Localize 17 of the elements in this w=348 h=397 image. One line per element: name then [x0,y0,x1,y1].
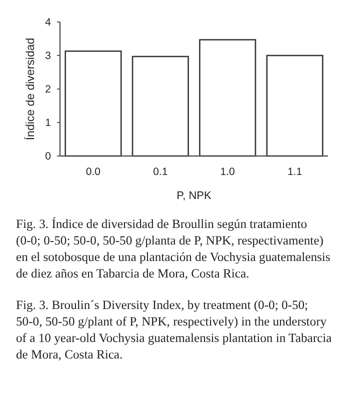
caption: Fig. 3. Índice de diversidad de Broullin según tratamiento (0-0; 0-50; 50-0, 50-50 g/planta de P, NPK, respectivamente) en el sotobosque de una plantación de Vochysia guatemalensis de diez años en Tabarcia de Mora, Costa Rica. [16,217,330,280]
y-tick-label: 0 [45,150,52,163]
x-tick-label: 0.1 [153,166,168,178]
x-axis-title: P, NPK [176,190,212,202]
x-tick-label: 1.0 [220,166,236,178]
y-axis-title: Índice de diversidad [24,38,37,140]
bar [199,39,256,157]
y-tick-label: 2 [45,84,52,96]
caption: Fig. 3. Broulin´s Diversity Index, by treatment (0-0; 0-50; 50-0, 50-50 g/plant of P, NPK, respectively) in the understory of a 10 year-old Vochysia guatemalensis plantation in Tabarcia de Mora, Costa Rica. [16,298,332,362]
y-tick-label: 3 [45,50,52,62]
y-tick-label: 1 [45,117,52,130]
x-tick-label: 0.0 [86,166,101,178]
y-tick-label: 4 [45,16,52,29]
bar [64,50,122,157]
x-tick-label: 1.1 [287,166,302,178]
bar [266,54,324,157]
bar [132,56,189,157]
